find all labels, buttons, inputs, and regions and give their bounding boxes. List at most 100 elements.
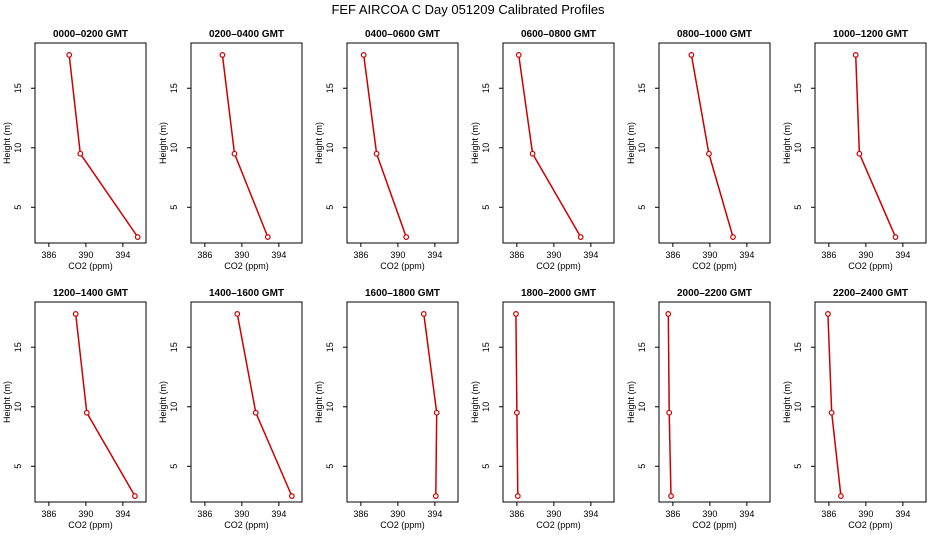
x-tick-label: 394 (427, 250, 442, 260)
x-tick-label: 394 (271, 250, 286, 260)
y-tick-label: 5 (793, 464, 803, 469)
co2-data-point (252, 409, 259, 416)
y-tick-label: 5 (13, 205, 23, 210)
x-axis-label: CO2 (ppm) (68, 520, 113, 530)
co2-profile-line (236, 313, 293, 497)
y-tick-label: 10 (793, 402, 803, 412)
x-axis-label: CO2 (ppm) (848, 261, 893, 271)
y-tick-label: 15 (325, 342, 335, 352)
y-axis-label: Height (m) (470, 122, 480, 164)
panel-title: 1000–1200 GMT (833, 29, 908, 40)
panel-title: 0400–0600 GMT (365, 29, 440, 40)
co2-data-point (825, 311, 831, 317)
y-tick-label: 15 (325, 83, 335, 93)
co2-profile-line (667, 313, 672, 497)
y-tick-label: 5 (169, 205, 179, 210)
y-tick-label: 10 (637, 402, 647, 412)
x-tick-label: 390 (78, 250, 93, 260)
x-tick-label: 390 (546, 250, 561, 260)
x-axis-label: CO2 (ppm) (848, 520, 893, 530)
profile-panel: 0800–1000 GMT 386 390 394 5 10 15 CO2 (ppm) Heig… (626, 29, 771, 271)
y-tick-label: 15 (637, 342, 647, 352)
plot-frame (502, 42, 615, 244)
y-axis-label: Height (m) (470, 381, 480, 423)
x-tick-label: 386 (665, 250, 680, 260)
co2-data-point (828, 409, 835, 416)
x-axis-label: CO2 (ppm) (536, 520, 581, 530)
co2-data-point (72, 311, 79, 317)
plot-frame (502, 301, 615, 503)
y-tick-label: 15 (481, 342, 491, 352)
x-axis-label: CO2 (ppm) (224, 261, 269, 271)
panel-title: 1800–2000 GMT (521, 288, 596, 299)
x-tick-label: 386 (821, 509, 836, 519)
x-axis-label: CO2 (ppm) (380, 520, 425, 530)
x-tick-label: 390 (702, 509, 717, 519)
panel-title: 0200–0400 GMT (209, 29, 284, 40)
co2-data-point (730, 234, 736, 240)
y-axis-label: Height (m) (2, 122, 12, 164)
co2-data-point (514, 493, 521, 499)
co2-profile-line (423, 313, 438, 497)
panel-title: 0600–0800 GMT (521, 29, 596, 40)
co2-data-point (688, 52, 695, 58)
profile-panel: 2000–2200 GMT 386 390 394 5 10 15 CO2 (ppm) Heig… (626, 288, 771, 530)
co2-data-point (513, 409, 520, 416)
panel-title: 2200–2400 GMT (833, 288, 908, 299)
co2-data-point (433, 409, 440, 416)
co2-data-point (668, 493, 674, 499)
co2-data-point (264, 234, 271, 240)
co2-data-point (838, 493, 844, 499)
plot-frame (190, 42, 303, 244)
y-axis-label: Height (m) (2, 381, 12, 423)
y-tick-label: 10 (793, 143, 803, 153)
plot-frame (814, 301, 927, 503)
co2-data-point (666, 409, 673, 416)
co2-data-point (432, 493, 439, 499)
y-tick-label: 10 (637, 143, 647, 153)
co2-profile-line (74, 313, 136, 497)
plot-frame (814, 42, 927, 244)
y-tick-label: 15 (169, 83, 179, 93)
co2-profile-line (515, 313, 519, 497)
panel-title: 2000–2200 GMT (677, 288, 752, 299)
x-tick-label: 390 (546, 509, 561, 519)
plot-frame (346, 42, 459, 244)
co2-data-point (513, 311, 519, 317)
x-tick-label: 386 (509, 509, 524, 519)
y-tick-label: 5 (481, 205, 491, 210)
y-tick-label: 10 (481, 143, 491, 153)
x-tick-label: 394 (895, 250, 910, 260)
co2-data-point (856, 150, 863, 157)
x-tick-label: 394 (895, 509, 910, 519)
y-tick-label: 10 (481, 402, 491, 412)
co2-data-point (234, 311, 241, 317)
x-tick-label: 394 (271, 509, 286, 519)
co2-profile-line (854, 54, 897, 238)
y-tick-label: 5 (637, 464, 647, 469)
co2-data-point (529, 150, 536, 157)
plot-frame (346, 301, 459, 503)
x-tick-label: 394 (115, 509, 130, 519)
x-tick-label: 386 (353, 509, 368, 519)
y-tick-label: 10 (169, 402, 179, 412)
co2-profile-line (362, 54, 407, 238)
y-axis-label: Height (m) (314, 122, 324, 164)
x-tick-label: 390 (234, 509, 249, 519)
y-tick-label: 10 (325, 402, 335, 412)
profile-panel: 1200–1400 GMT 386 390 394 5 10 15 CO2 (ppm) Heig… (2, 288, 147, 530)
co2-data-point (403, 234, 410, 240)
co2-data-point (852, 52, 859, 58)
x-tick-label: 390 (78, 509, 93, 519)
profile-panel: 0000–0200 GMT 386 390 394 5 10 15 CO2 (ppm) Heig… (2, 29, 147, 271)
x-tick-label: 386 (197, 250, 212, 260)
y-axis-label: Height (m) (158, 122, 168, 164)
y-tick-label: 15 (13, 83, 23, 93)
plot-frame (190, 301, 303, 503)
y-tick-label: 5 (481, 464, 491, 469)
panel-title: 1400–1600 GMT (209, 288, 284, 299)
x-axis-label: CO2 (ppm) (692, 520, 737, 530)
profile-panel: 0200–0400 GMT 386 390 394 5 10 15 CO2 (ppm) Heig… (158, 29, 303, 271)
x-tick-label: 390 (234, 250, 249, 260)
